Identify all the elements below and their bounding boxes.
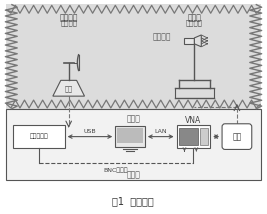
Bar <box>179 128 198 146</box>
Bar <box>115 126 145 147</box>
Text: （接收）: （接收） <box>60 19 77 26</box>
Text: 图1  系统组成: 图1 系统组成 <box>112 196 154 206</box>
Polygon shape <box>53 80 85 96</box>
Text: 转台控制箱: 转台控制箱 <box>30 134 48 139</box>
Text: 源天线: 源天线 <box>187 13 201 22</box>
Text: 转台: 转台 <box>65 85 73 92</box>
Text: USB: USB <box>84 129 96 134</box>
Text: VNA: VNA <box>185 116 202 125</box>
Bar <box>117 128 143 143</box>
Text: 微波暗室: 微波暗室 <box>152 33 171 42</box>
Text: BNC同轴线: BNC同轴线 <box>104 167 128 173</box>
Text: 待测天线: 待测天线 <box>60 13 78 22</box>
Bar <box>200 128 208 146</box>
Bar <box>6 4 261 109</box>
Text: 计算机: 计算机 <box>127 114 141 123</box>
Bar <box>6 109 261 180</box>
Bar <box>13 125 65 149</box>
Polygon shape <box>194 35 201 47</box>
FancyBboxPatch shape <box>222 124 252 149</box>
Text: （发射）: （发射） <box>186 19 203 26</box>
Text: 功放: 功放 <box>232 132 242 141</box>
Bar <box>176 125 210 149</box>
Text: 控制室: 控制室 <box>127 171 140 180</box>
Text: LAN: LAN <box>154 129 167 134</box>
Bar <box>184 38 194 44</box>
